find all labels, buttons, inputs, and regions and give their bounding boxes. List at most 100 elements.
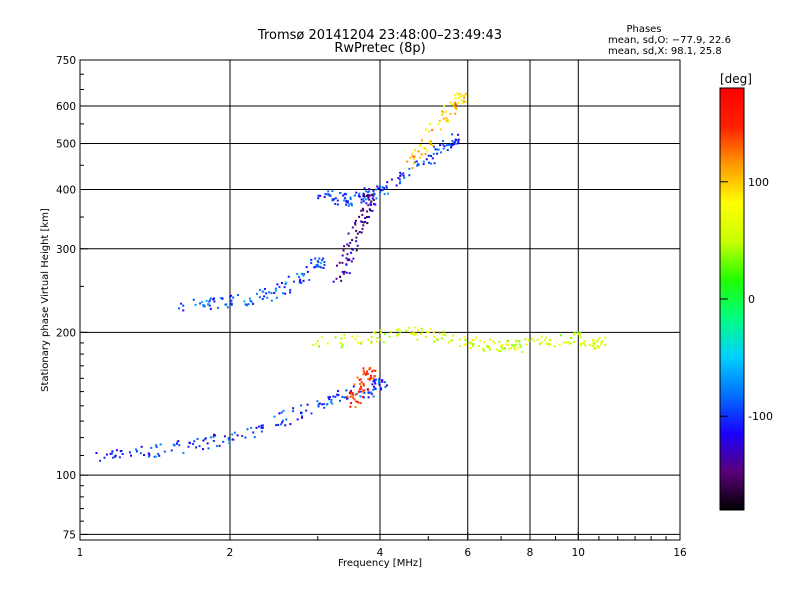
scatter-point [351,335,354,338]
scatter-point [368,198,371,201]
scatter-point [368,366,371,369]
scatter-point [346,253,349,256]
scatter-point [432,152,435,155]
scatter-point [341,395,344,398]
scatter-point [373,378,376,381]
scatter-point [258,288,261,291]
scatter-point [201,301,204,304]
scatter-point [411,332,414,335]
scatter-point [355,236,358,239]
scatter-point [368,377,371,380]
scatter-point [408,156,411,159]
scatter-point [543,339,546,342]
scatter-point [385,187,388,190]
scatter-point [418,156,421,159]
scatter-point [323,260,326,263]
y-axis: 75 100 200 300 400 500 600 750 [56,55,88,541]
scatter-point [495,348,498,351]
scatter-point [514,340,517,343]
scatter-point [374,203,377,206]
scatter-point [364,220,367,223]
scatter-point [372,195,375,198]
scatter-point [372,385,375,388]
x-tick-label: 6 [464,547,471,559]
scatter-point [315,264,318,267]
scatter-point [192,298,195,301]
scatter-point [366,194,369,197]
phase-legend: Phases mean, sd,O: −77.9, 22.6 mean, sd,… [608,24,731,57]
scatter-point [219,297,222,300]
scatter-point [150,446,153,449]
scatter-point [414,332,417,335]
scatter-point [340,337,343,340]
scatter-point [329,194,332,197]
scatter-point [305,266,308,269]
scatter-point [358,378,361,381]
scatter-point [363,196,366,199]
scatter-point [429,327,432,330]
scatter-point [353,398,356,401]
scatter-point [202,439,205,442]
scatter-point [456,92,459,95]
scatter-point [446,120,449,123]
scatter-point [577,332,580,335]
scatter-point [148,455,151,458]
scatter-point [493,342,496,345]
scatter-point [326,342,329,345]
scatter-point [260,426,263,429]
scatter-point [361,213,364,216]
y-tick-label: 500 [56,139,76,151]
scatter-point [358,387,361,390]
scatter-point [343,199,346,202]
scatter-point [202,305,205,308]
scatter-point [209,436,212,439]
scatter-point [579,332,582,335]
scatter-point [299,278,302,281]
scatter-point [367,378,370,381]
scatter-point [364,198,367,201]
scatter-point [353,383,356,386]
scatter-point [440,110,443,113]
scatter-point [339,275,342,278]
scatter-point [346,395,349,398]
colorbar-tick-label: 100 [748,176,769,189]
scatter-point [376,336,379,339]
scatter-point [464,344,467,347]
scatter-point [436,148,439,151]
scatter-point [370,203,373,206]
scatter-point [398,327,401,330]
scatter-point [224,303,227,306]
scatter-point [442,111,445,114]
scatter-point [374,332,377,335]
scatter-point [416,338,419,341]
scatter-point [374,382,377,385]
scatter-point [424,147,427,150]
scatter-point [436,338,439,341]
scatter-point [367,197,370,200]
scatter-point [532,339,535,342]
y-tick-label: 750 [56,55,76,67]
scatter-point [323,403,326,406]
scatter-point [320,259,323,262]
scatter-point [250,300,253,303]
scatter-point [262,426,265,429]
scatter-point [316,340,319,343]
scatter-point [437,148,440,151]
scatter-point [170,449,173,452]
scatter-point [262,424,265,427]
scatter-point [236,293,239,296]
x-tick-label: 8 [527,547,534,559]
scatter-point [351,392,354,395]
scatter-point [579,336,582,339]
scatter-point [274,289,277,292]
scatter-point [379,387,382,390]
scatter-point [369,374,372,377]
x-tick-label: 2 [227,547,234,559]
scatter-point [347,244,350,247]
scatter-point [411,167,414,170]
scatter-point [370,342,373,345]
scatter-point [306,403,309,406]
scatter-point [457,138,460,141]
scatter-point [481,347,484,350]
scatter-point [458,345,461,348]
